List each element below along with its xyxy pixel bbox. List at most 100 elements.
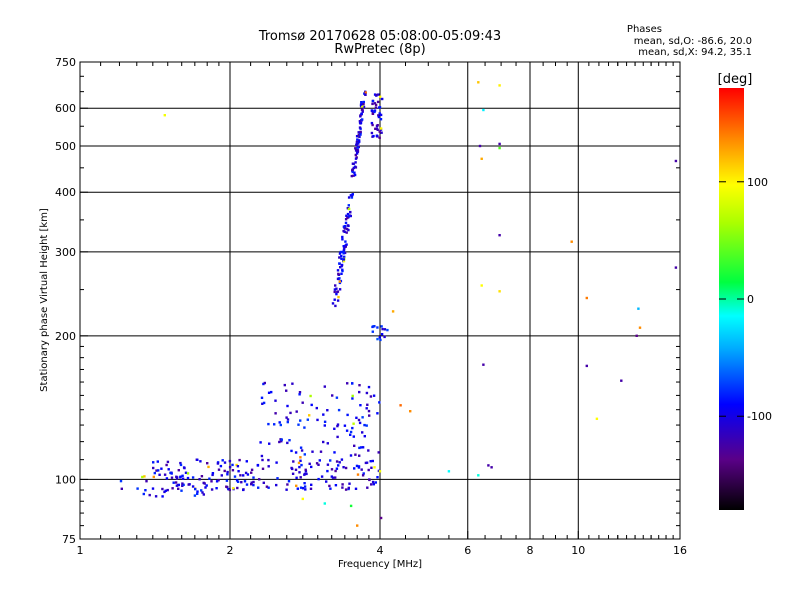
data-point	[354, 487, 358, 490]
data-point	[346, 224, 350, 227]
data-point	[120, 487, 123, 490]
data-point	[165, 463, 168, 467]
data-point	[304, 470, 308, 473]
data-point	[270, 390, 273, 394]
data-point	[490, 466, 493, 469]
data-point	[187, 483, 190, 486]
data-point	[261, 402, 264, 405]
data-point	[498, 84, 501, 87]
data-point	[365, 424, 368, 427]
data-point	[177, 487, 180, 490]
data-point	[362, 103, 365, 106]
data-point	[259, 441, 262, 444]
data-point	[233, 475, 237, 478]
data-point	[226, 470, 229, 474]
data-point	[334, 484, 338, 487]
data-point	[348, 214, 351, 218]
data-point	[341, 268, 344, 271]
data-point	[244, 471, 248, 475]
data-point	[333, 288, 337, 291]
data-point	[199, 460, 202, 463]
data-point	[335, 287, 338, 290]
data-point	[228, 466, 232, 469]
data-point	[371, 102, 374, 106]
data-point	[354, 166, 358, 169]
data-point	[310, 483, 313, 486]
data-point	[336, 269, 340, 272]
data-point	[228, 459, 232, 463]
data-point	[179, 476, 182, 479]
data-point	[184, 471, 188, 474]
data-point	[374, 481, 377, 484]
data-point	[336, 277, 340, 280]
data-point	[498, 234, 501, 237]
data-point	[299, 446, 303, 449]
data-point	[250, 483, 253, 486]
y-tick-label: 600	[55, 102, 76, 115]
data-point	[370, 483, 373, 486]
data-point	[220, 474, 223, 477]
data-point	[315, 462, 319, 465]
data-point	[235, 479, 239, 482]
data-point	[250, 471, 253, 474]
data-point	[177, 483, 180, 487]
data-point	[290, 449, 293, 453]
data-point	[343, 225, 347, 228]
data-point	[372, 134, 375, 138]
data-point	[363, 435, 366, 438]
data-point	[359, 446, 363, 449]
colorbar-tick-label: 0	[747, 293, 754, 306]
data-point	[366, 403, 369, 406]
colorbar-label: [deg]	[718, 72, 753, 87]
data-point	[344, 221, 348, 225]
data-point	[361, 416, 364, 419]
data-point	[346, 382, 349, 385]
data-point	[191, 476, 195, 479]
data-point	[380, 333, 384, 336]
data-point	[358, 454, 361, 457]
data-point	[391, 310, 395, 313]
data-point	[338, 252, 342, 255]
data-point	[347, 228, 350, 232]
data-point	[215, 480, 219, 483]
colorbar-tick-label: 100	[747, 176, 768, 189]
data-point	[338, 280, 341, 283]
data-point	[353, 171, 356, 174]
data-point	[326, 442, 329, 445]
data-point	[309, 394, 312, 398]
data-point	[335, 467, 339, 470]
data-point	[174, 481, 178, 484]
data-point	[343, 424, 347, 427]
data-point	[226, 473, 229, 476]
data-point	[361, 109, 364, 112]
data-point	[286, 441, 289, 445]
data-point	[166, 460, 170, 464]
data-point	[217, 468, 221, 471]
data-point	[365, 461, 369, 464]
data-point	[371, 330, 374, 333]
data-point	[154, 495, 158, 498]
data-point	[498, 142, 501, 146]
grid-lines	[80, 62, 680, 539]
data-point	[286, 483, 289, 486]
data-point	[357, 131, 360, 134]
data-point	[342, 248, 346, 251]
data-point	[361, 110, 364, 113]
data-point	[370, 109, 374, 112]
data-point	[376, 337, 379, 341]
data-point	[198, 478, 201, 481]
data-point	[487, 464, 490, 467]
data-point	[242, 474, 245, 477]
data-point	[376, 476, 379, 479]
data-point	[200, 475, 204, 478]
stats-heading: Phases	[627, 24, 662, 35]
data-point	[350, 174, 353, 178]
data-point	[323, 424, 326, 427]
data-point	[585, 364, 588, 368]
data-point	[328, 484, 331, 488]
data-point	[330, 468, 334, 471]
data-point	[367, 449, 370, 452]
data-point	[172, 481, 175, 484]
data-point	[498, 290, 501, 293]
data-point	[141, 475, 144, 479]
